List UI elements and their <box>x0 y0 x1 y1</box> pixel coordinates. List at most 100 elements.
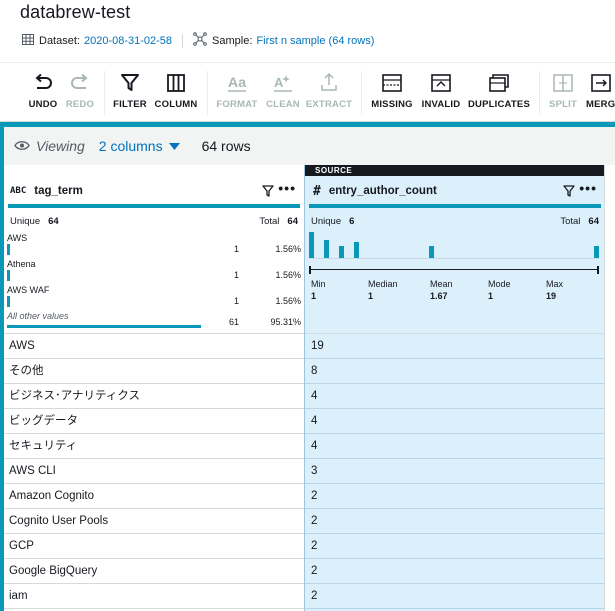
clean-icon: A <box>273 69 293 97</box>
table-cell[interactable]: 2 <box>305 509 605 534</box>
top-value[interactable]: AWS WAF 1 1.56% <box>7 285 301 307</box>
table-cell[interactable]: 19 <box>305 334 605 359</box>
histogram-bar[interactable] <box>309 232 314 258</box>
table-cell[interactable]: Google BigQuery <box>4 559 304 584</box>
table-cell[interactable]: 2 <box>305 559 605 584</box>
toolbar-divider <box>207 71 208 115</box>
summary-label: Min <box>311 279 326 289</box>
other-values[interactable]: All other values 61 95.31% <box>7 311 301 328</box>
undo-button[interactable]: UNDO <box>26 69 60 117</box>
more-options-icon[interactable]: ••• <box>278 180 296 196</box>
next-column-edge <box>604 165 615 611</box>
histogram-bar[interactable] <box>324 240 329 258</box>
invalid-icon <box>431 69 451 97</box>
page-title: databrew-test <box>20 2 131 22</box>
missing-icon <box>382 69 402 97</box>
column-tag-term: ABC tag_term ••• Unique 64 Total 64 AWS 1 … <box>4 165 304 611</box>
table-cell[interactable]: 2 <box>305 534 605 559</box>
svg-text:A: A <box>274 75 284 90</box>
toolbar-divider <box>361 71 362 115</box>
duplicates-icon <box>489 69 509 97</box>
table-cell[interactable]: 4 <box>305 384 605 409</box>
column-stats: Unique 6 Total 64 Min 1 Median 1 Mean 1.67 Mode 1… <box>305 208 605 334</box>
table-cell[interactable]: その他 <box>4 359 304 384</box>
filter-icon <box>120 69 140 97</box>
summary-value: 1 <box>368 291 374 301</box>
merge-icon <box>583 69 611 97</box>
table-cell[interactable]: ビジネス･アナリティクス <box>4 384 304 409</box>
dataset-link[interactable]: 2020-08-31-02-58 <box>83 34 173 47</box>
viewing-bar: Viewing 2 columns 64 rows <box>4 127 615 165</box>
histogram-bar[interactable] <box>354 241 359 258</box>
invalid-button[interactable]: INVALID <box>419 69 463 117</box>
extract-icon <box>319 69 339 97</box>
filter-icon[interactable] <box>563 184 575 202</box>
split-icon <box>553 69 573 97</box>
table-cell[interactable]: AWS CLI <box>4 459 304 484</box>
table-cell[interactable]: Cognito User Pools <box>4 509 304 534</box>
table-cell[interactable]: AWS <box>4 334 304 359</box>
grid-frame-top <box>0 122 615 127</box>
range-handle-max[interactable] <box>597 266 599 274</box>
rows-count: 64 rows <box>201 138 251 154</box>
redo-icon <box>70 69 90 97</box>
table-cell[interactable]: 3 <box>305 459 605 484</box>
table-cell[interactable]: 8 <box>305 359 605 384</box>
sample-link[interactable]: First n sample (64 rows) <box>256 34 375 47</box>
top-value[interactable]: Athena 1 1.56% <box>7 259 301 281</box>
columns-dropdown[interactable]: 2 columns <box>98 138 163 154</box>
column-button[interactable]: COLUMN <box>153 69 199 117</box>
caret-down-icon[interactable] <box>168 138 180 154</box>
table-cell[interactable]: GCP <box>4 534 304 559</box>
toolbar: UNDO REDO FILTER COLUMN Aa FORMAT A CLEA… <box>0 62 615 122</box>
summary-value: 19 <box>546 291 557 301</box>
filter-icon[interactable] <box>262 184 274 202</box>
summary-label: Max <box>546 279 564 289</box>
column-quality-bar <box>309 204 601 208</box>
histogram-bar[interactable] <box>594 246 599 258</box>
merge-button[interactable]: MERGE <box>583 69 615 117</box>
table-cell[interactable]: ビッグデータ <box>4 409 304 434</box>
histogram-bar[interactable] <box>429 246 434 258</box>
table-icon <box>22 33 34 48</box>
table-cell[interactable]: 2 <box>305 584 605 609</box>
format-icon: Aa <box>227 69 247 97</box>
undo-icon <box>33 69 53 97</box>
column-quality-bar <box>8 204 300 208</box>
table-cell[interactable]: 2 <box>305 484 605 509</box>
meta-divider <box>182 33 184 48</box>
summary-label: Mean <box>430 279 453 289</box>
grid-frame-left <box>0 122 4 611</box>
table-cell[interactable]: Amazon Cognito <box>4 484 304 509</box>
column-name: entry_author_count <box>328 185 437 197</box>
unique-stat: Unique 64 <box>10 216 59 227</box>
split-button[interactable]: SPLIT <box>547 69 579 117</box>
filter-button[interactable]: FILTER <box>112 69 148 117</box>
range-handle-min[interactable] <box>309 266 311 274</box>
column-header[interactable]: ABC tag_term ••• <box>4 176 304 206</box>
summary-label: Median <box>368 279 398 289</box>
missing-button[interactable]: MISSING <box>369 69 415 117</box>
value-bar <box>7 270 10 281</box>
duplicates-button[interactable]: DUPLICATES <box>467 69 531 117</box>
range-slider[interactable] <box>309 266 599 274</box>
summary-stat: Mean 1.67 <box>430 279 453 301</box>
table-cell[interactable]: セキュリティ <box>4 434 304 459</box>
table-cell[interactable]: 4 <box>305 434 605 459</box>
extract-button[interactable]: EXTRACT <box>306 69 352 117</box>
top-value[interactable]: AWS 1 1.56% <box>7 233 301 255</box>
table-cell[interactable]: iam <box>4 584 304 609</box>
format-button[interactable]: Aa FORMAT <box>215 69 259 117</box>
table-cell[interactable]: 4 <box>305 409 605 434</box>
more-options-icon[interactable]: ••• <box>579 180 597 196</box>
range-line <box>309 269 599 270</box>
redo-button[interactable]: REDO <box>64 69 96 117</box>
value-histogram[interactable] <box>309 232 599 258</box>
value-bar <box>7 296 10 307</box>
summary-stat: Median 1 <box>368 279 398 301</box>
number-type-icon: # <box>313 183 321 199</box>
histogram-bar[interactable] <box>339 246 344 258</box>
summary-label: Mode <box>488 279 511 289</box>
column-header[interactable]: # entry_author_count ••• <box>305 176 605 206</box>
clean-button[interactable]: A CLEAN <box>264 69 302 117</box>
